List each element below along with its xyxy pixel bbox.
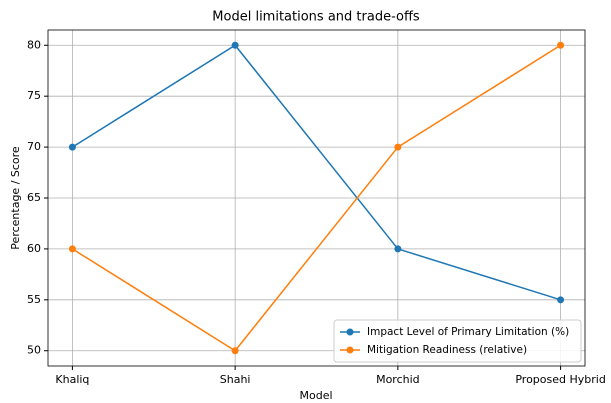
- legend-label: Impact Level of Primary Limitation (%): [367, 326, 569, 338]
- x-tick-label: Shahi: [220, 373, 251, 386]
- data-point: [394, 245, 402, 253]
- x-axis-label: Model: [299, 389, 332, 402]
- legend-marker: [346, 328, 354, 336]
- x-tick-label: Proposed Hybrid: [515, 373, 605, 386]
- x-tick-label: Morchid: [376, 373, 420, 386]
- data-point: [68, 143, 76, 151]
- chart-title: Model limitations and trade-offs: [212, 10, 420, 25]
- y-axis-label: Percentage / Score: [9, 146, 22, 250]
- data-point: [68, 245, 76, 253]
- y-tick-label: 65: [27, 191, 41, 204]
- y-tick-label: 80: [27, 38, 41, 51]
- y-tick-label: 75: [27, 89, 41, 102]
- data-point: [231, 41, 239, 49]
- legend-label: Mitigation Readiness (relative): [367, 344, 527, 356]
- series-line: [72, 44, 561, 301]
- legend: Impact Level of Primary Limitation (%) Mi…: [333, 319, 582, 363]
- plot-frame: [47, 29, 586, 367]
- series-line: [72, 44, 561, 352]
- y-tick-label: 60: [27, 242, 41, 255]
- x-tick-label: Khaliq: [55, 373, 89, 386]
- y-tick-label: 50: [27, 344, 41, 357]
- y-tick-label: 55: [27, 293, 41, 306]
- data-point: [557, 41, 565, 49]
- data-point: [394, 143, 402, 151]
- data-point: [231, 347, 239, 355]
- y-tick-label: 70: [27, 140, 41, 153]
- data-point: [557, 296, 565, 304]
- legend-marker: [346, 346, 354, 354]
- legend-box: [333, 319, 582, 363]
